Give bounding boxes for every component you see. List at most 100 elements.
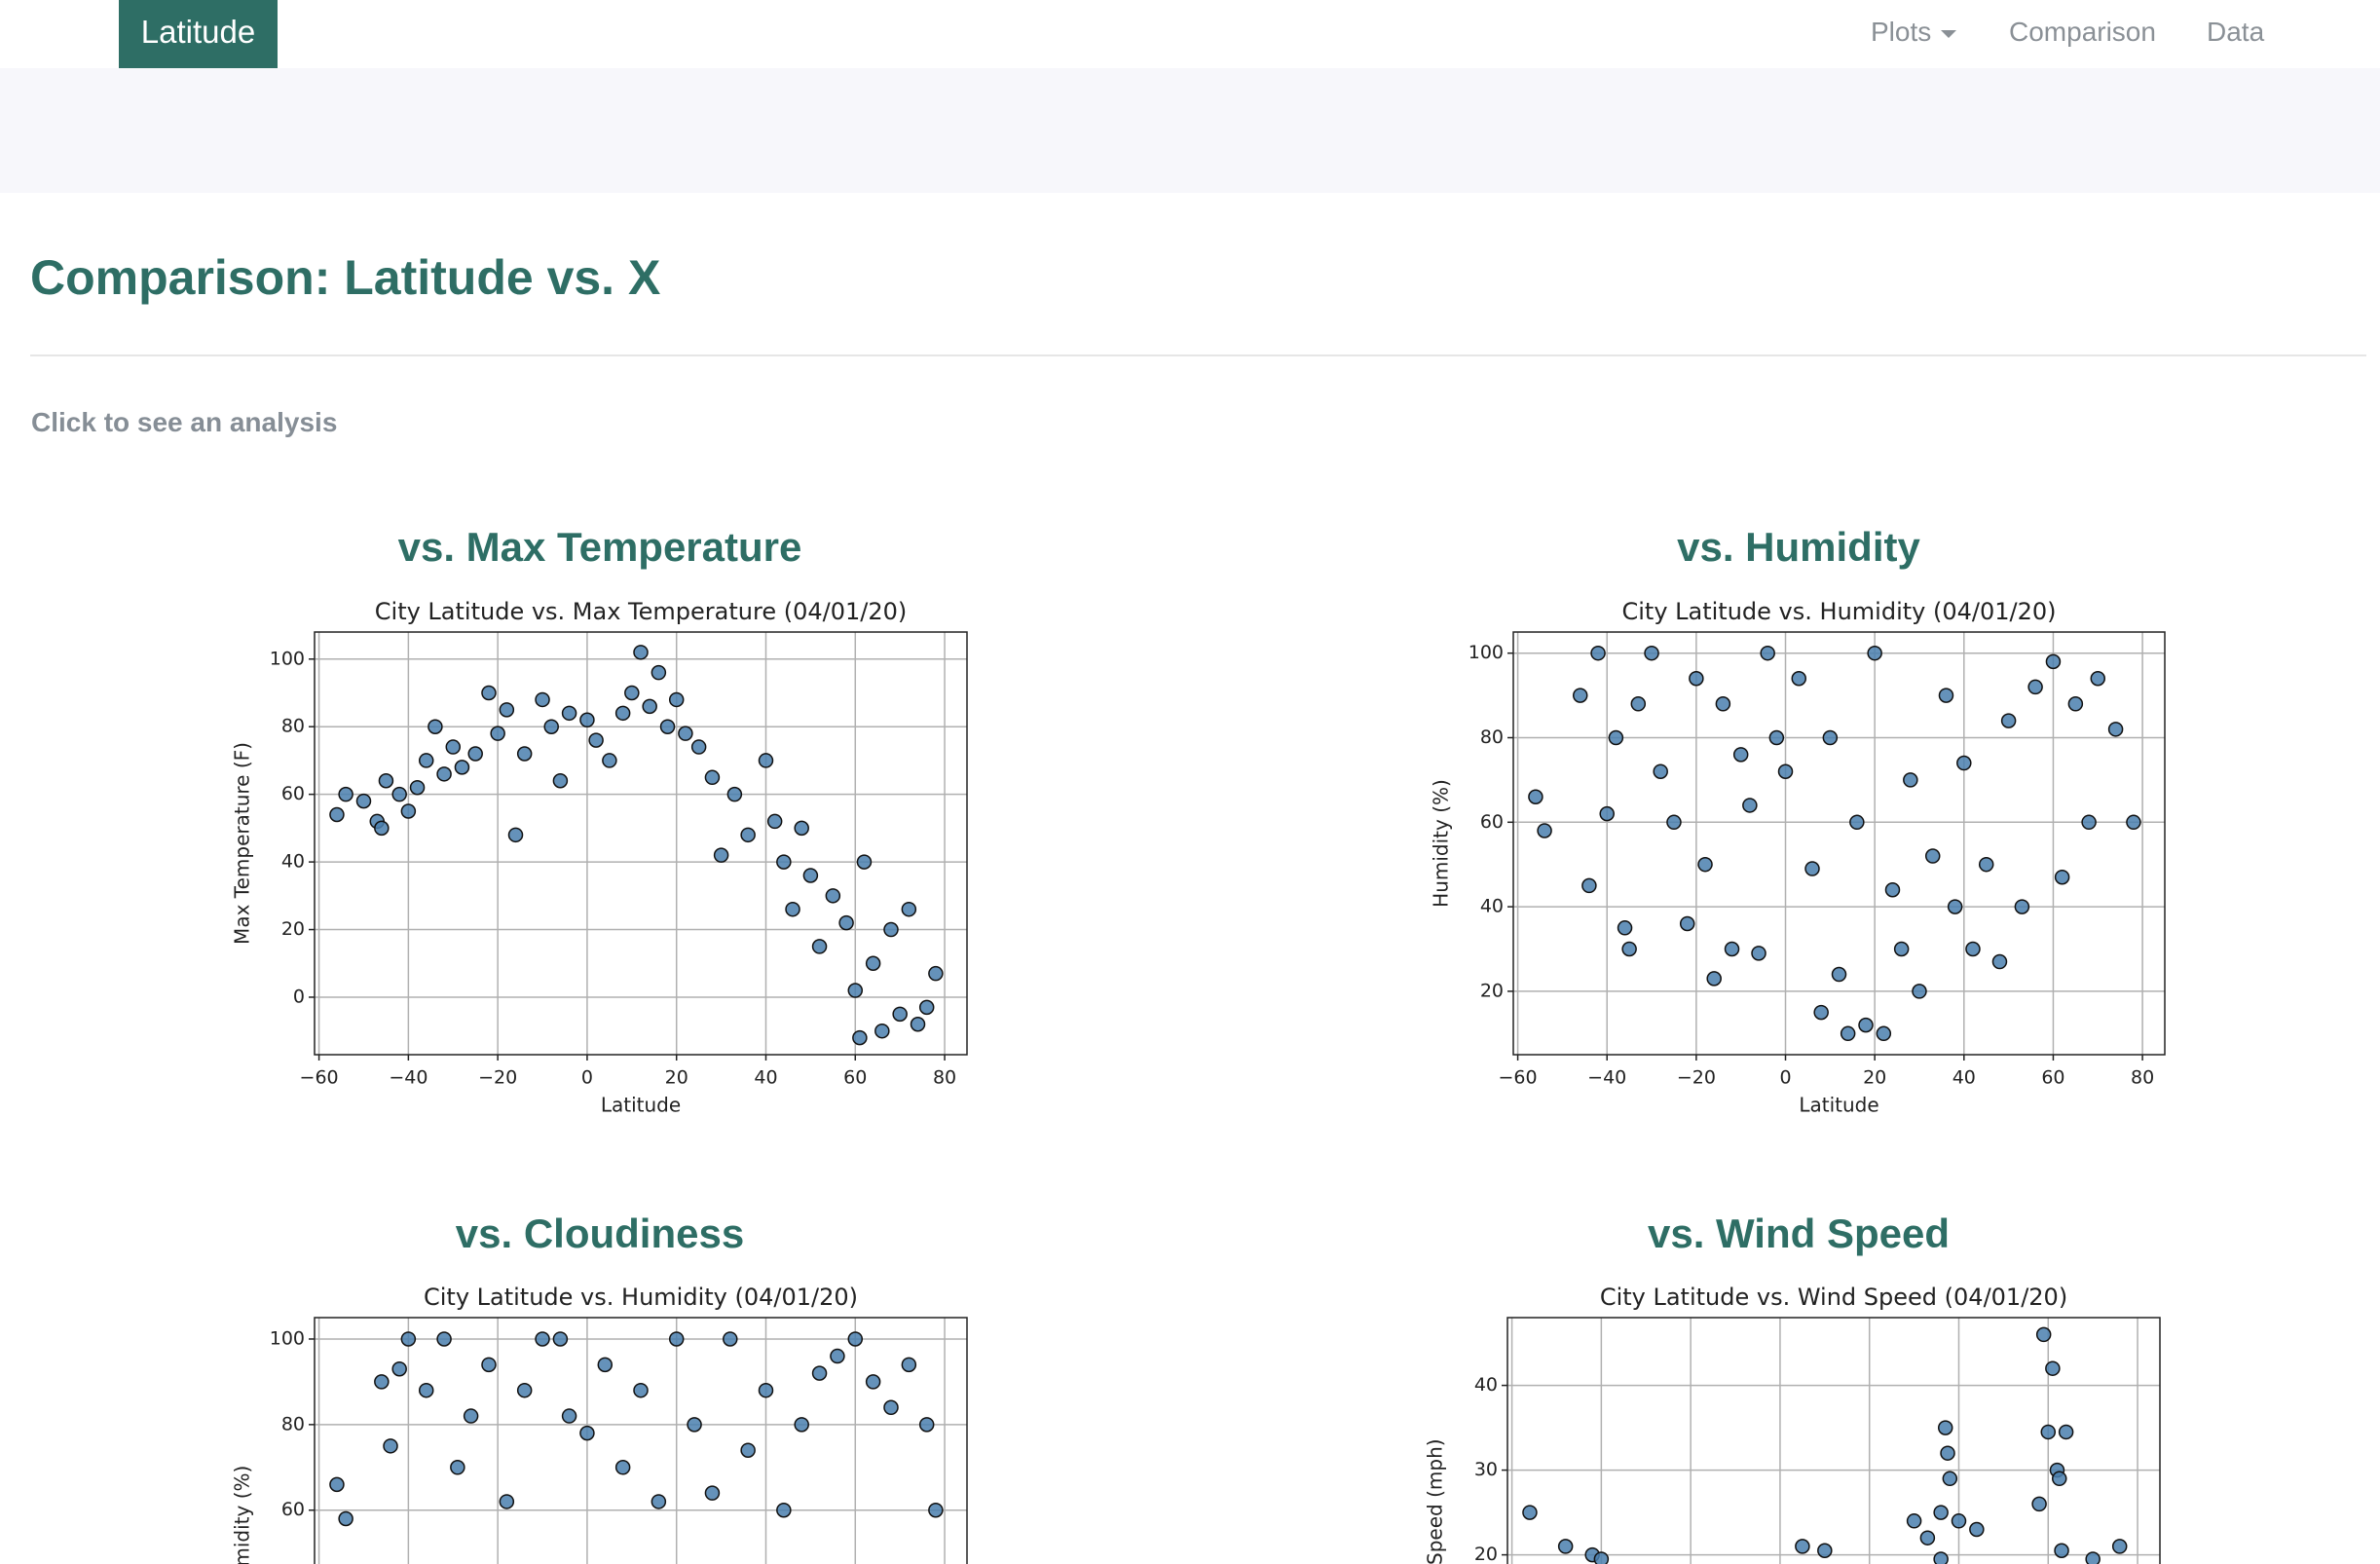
point [1947, 899, 1963, 914]
point [2067, 696, 2084, 712]
point [2040, 1424, 2057, 1440]
y-tick-label: 20 [1474, 1544, 1498, 1564]
nav-plots[interactable]: Plots [1871, 0, 1957, 64]
point [418, 1382, 434, 1398]
y-tick-label: 20 [1480, 980, 1504, 1001]
point [910, 1017, 926, 1032]
point [499, 702, 515, 718]
y-tick-label: 20 [281, 918, 305, 940]
x-tick-label: 60 [2041, 1067, 2064, 1089]
point [1679, 915, 1695, 932]
point [561, 1408, 577, 1424]
point [450, 1460, 465, 1475]
point [1903, 772, 1918, 788]
point [1528, 789, 1543, 805]
point [1742, 798, 1758, 813]
plot-frame [314, 631, 968, 1056]
point [2085, 1551, 2101, 1564]
point [668, 691, 685, 708]
point [642, 698, 657, 715]
x-tick-label: −20 [1677, 1067, 1716, 1089]
y-tick-label: 30 [1474, 1459, 1498, 1480]
brand[interactable]: Latitude [119, 0, 278, 68]
nav-link[interactable]: Plots [1871, 17, 1932, 47]
point [481, 1357, 497, 1373]
x-tick-label: −40 [1587, 1067, 1626, 1089]
point [1653, 763, 1668, 779]
point [825, 888, 841, 904]
point [561, 705, 577, 722]
point [1732, 747, 1749, 763]
point [1644, 645, 1659, 661]
point [1557, 1539, 1574, 1554]
point [856, 854, 873, 870]
point [1978, 856, 1994, 873]
point [2031, 1496, 2047, 1512]
point [1572, 688, 1588, 703]
point [865, 955, 881, 972]
y-tick-label: 100 [270, 648, 305, 669]
point [776, 854, 792, 870]
point [535, 1331, 550, 1347]
point [1621, 941, 1637, 957]
point [1777, 763, 1794, 779]
point [2107, 722, 2124, 737]
point [463, 1408, 479, 1424]
point [928, 965, 944, 982]
card-title[interactable]: vs. Cloudiness [455, 1210, 745, 1256]
x-axis-label: Latitude [601, 1094, 681, 1117]
navbar: Latitude Plots Comparison Data [0, 0, 2380, 68]
y-tick-label: 60 [281, 1499, 305, 1520]
point [1876, 1025, 1892, 1042]
point [830, 1348, 845, 1364]
point [1831, 966, 1847, 983]
y-tick-label: 80 [281, 1413, 305, 1434]
point [1933, 1551, 1949, 1564]
chart-title: City Latitude vs. Max Temperature (04/01… [375, 598, 907, 625]
card-title[interactable]: vs. Humidity [1677, 524, 1920, 570]
y-tick-label: 100 [270, 1327, 305, 1349]
point [901, 1357, 917, 1373]
card-title[interactable]: vs. Max Temperature [397, 524, 802, 570]
point [454, 760, 470, 775]
point [2045, 653, 2062, 670]
x-tick-label: 0 [1779, 1067, 1791, 1089]
point [543, 719, 559, 734]
plot-frame [1506, 1317, 2161, 1564]
chart-title: City Latitude vs. Wind Speed (04/01/20) [1600, 1284, 2067, 1311]
y-tick-label: 40 [1480, 896, 1504, 917]
point [740, 1442, 756, 1458]
x-tick-label: −60 [300, 1067, 339, 1089]
point [1706, 971, 1722, 987]
point [838, 914, 854, 931]
point [409, 779, 426, 796]
x-tick-label: 80 [933, 1067, 956, 1089]
point [1942, 1471, 1958, 1487]
plot-frame [1512, 631, 2166, 1056]
point [1599, 805, 1615, 822]
y-axis-label: Humidity (%) [1430, 779, 1453, 908]
point [2090, 670, 2106, 687]
nav-link[interactable]: Data [2207, 17, 2265, 47]
point [614, 705, 631, 722]
point [811, 1365, 828, 1381]
point [1906, 1513, 1922, 1529]
point [2035, 1326, 2052, 1343]
nav-link[interactable]: Comparison [2009, 17, 2156, 47]
y-axis-label: Wind Speed (mph) [1424, 1438, 1447, 1564]
x-tick-label: −60 [1499, 1067, 1538, 1089]
point [1630, 696, 1647, 712]
point [1760, 645, 1775, 661]
y-axis-label: Max Temperature (F) [231, 742, 254, 945]
point [552, 1331, 569, 1347]
point [918, 999, 935, 1016]
point [490, 726, 505, 741]
point [794, 1417, 809, 1433]
point [499, 1494, 515, 1509]
point [847, 1331, 864, 1347]
point [723, 1331, 738, 1347]
card-title[interactable]: vs. Wind Speed [1647, 1210, 1951, 1256]
point [1840, 1025, 1856, 1042]
point [758, 753, 774, 768]
